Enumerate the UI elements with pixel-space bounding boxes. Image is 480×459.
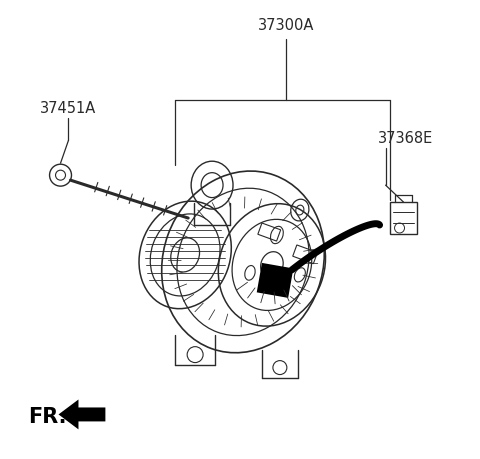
Bar: [293, 245, 317, 264]
Bar: [258, 223, 281, 241]
Text: 37300A: 37300A: [258, 18, 314, 33]
Bar: [257, 263, 293, 298]
Polygon shape: [59, 399, 106, 429]
Text: 37368E: 37368E: [378, 131, 433, 146]
Text: 37451A: 37451A: [40, 101, 96, 116]
Text: FR.: FR.: [29, 408, 67, 427]
